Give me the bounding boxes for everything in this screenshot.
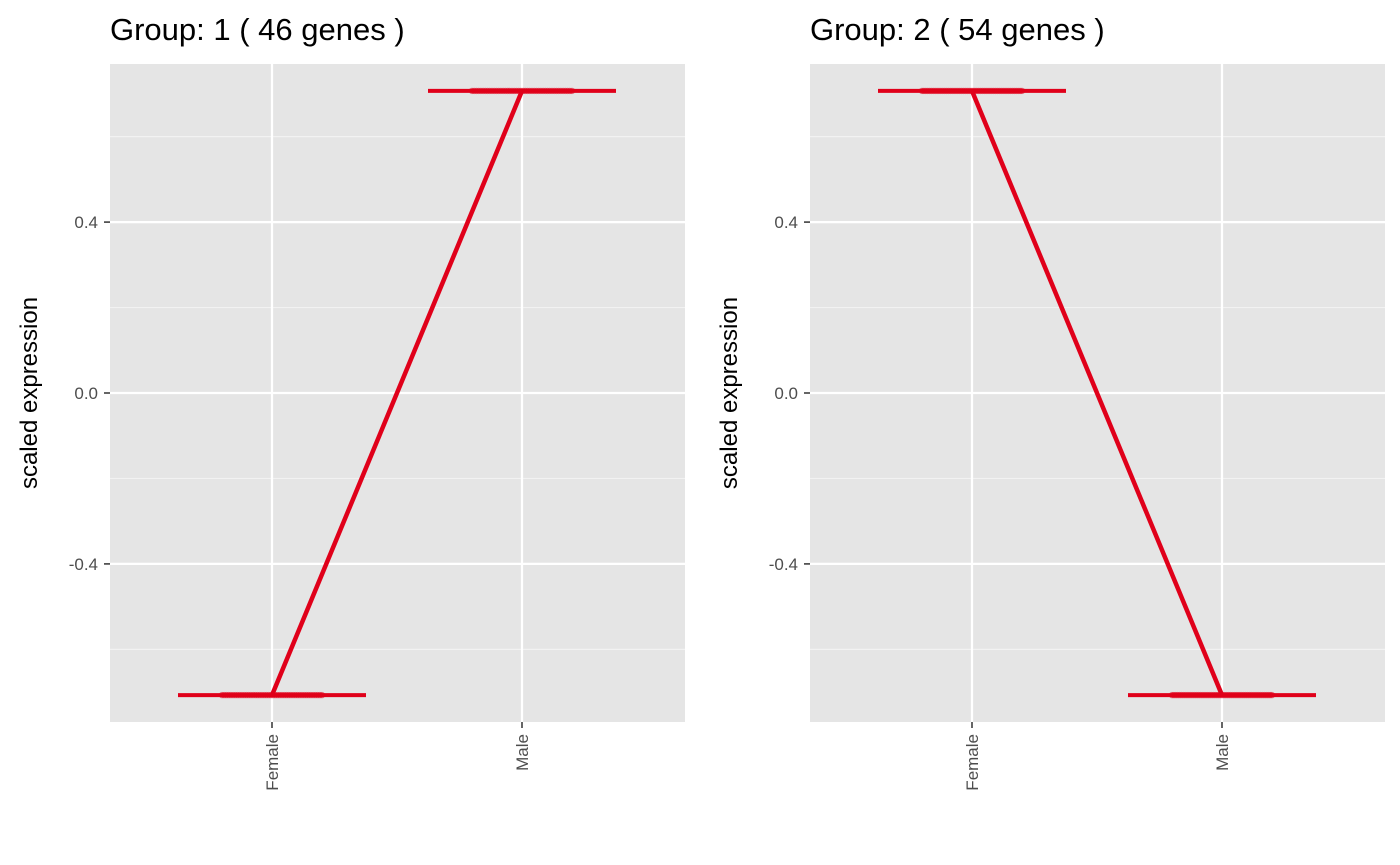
data-point: [1268, 691, 1276, 699]
x-tick-label: Female: [263, 734, 282, 791]
data-point: [1018, 87, 1026, 95]
y-tick-label: 0.4: [774, 213, 798, 232]
chart-title: Group: 2 ( 54 genes ): [810, 12, 1105, 47]
data-point: [568, 87, 576, 95]
y-tick-label: 0.0: [774, 384, 798, 403]
panel-group-1: 0.4 0.0 -0.4 Female Male Group: 1 ( 46 genes …: [16, 12, 685, 791]
y-tick-label: 0.0: [74, 384, 98, 403]
x-tick-label: Female: [963, 734, 982, 791]
y-tick-label: -0.4: [69, 555, 98, 574]
x-tick-label: Male: [1213, 734, 1232, 771]
chart-title: Group: 1 ( 46 genes ): [110, 12, 405, 47]
data-point: [318, 691, 326, 699]
y-axis-title: scaled expression: [16, 297, 43, 489]
x-tick-label: Male: [513, 734, 532, 771]
y-tick-label: 0.4: [74, 213, 98, 232]
y-axis-title: scaled expression: [716, 297, 743, 489]
mean-line: [269, 90, 525, 696]
y-tick-label: -0.4: [769, 555, 798, 574]
mean-line: [969, 90, 1225, 696]
panel-group-2: 0.4 0.0 -0.4 Female Male Group: 2 ( 54 genes …: [716, 12, 1385, 791]
